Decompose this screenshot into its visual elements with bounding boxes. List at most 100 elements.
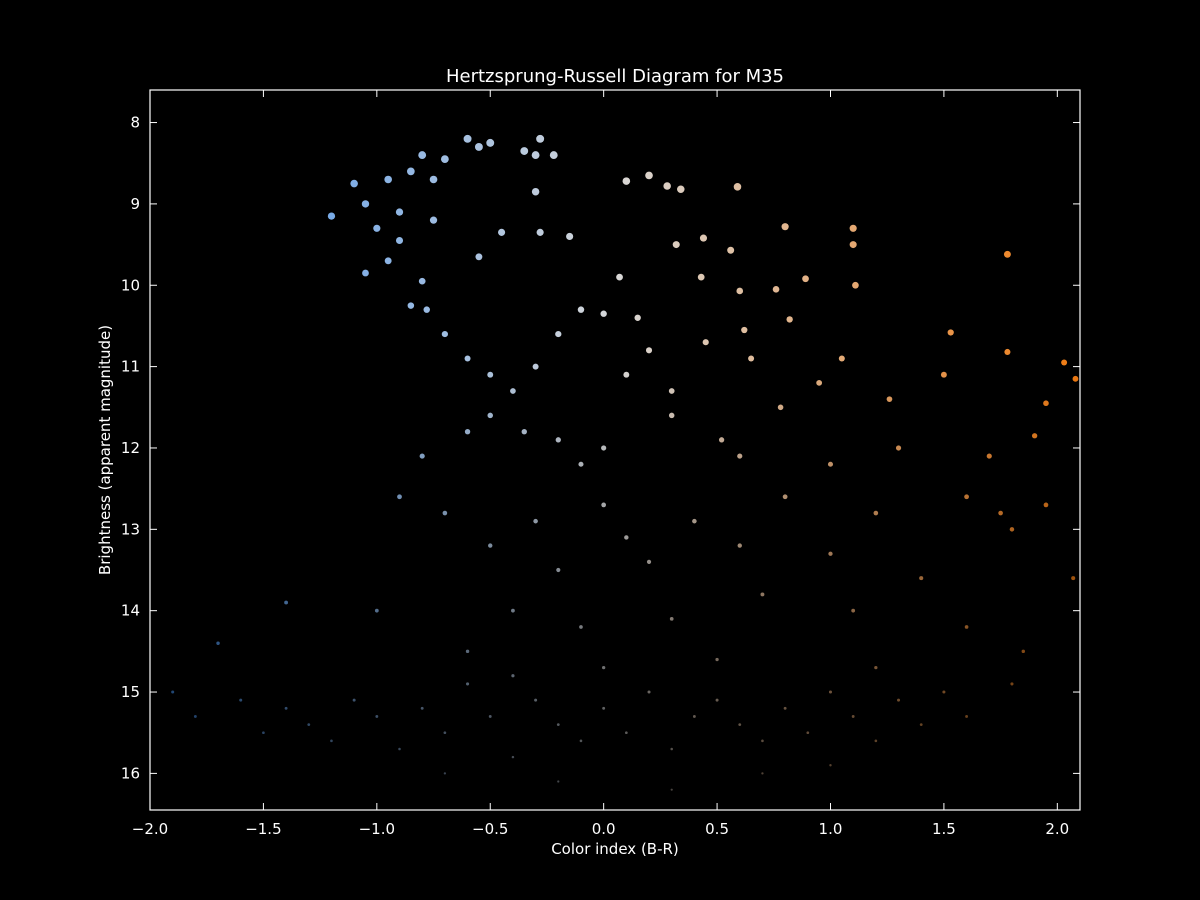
star-point: [423, 306, 430, 313]
star-point: [1010, 682, 1014, 686]
star-point: [947, 329, 954, 336]
star-point: [634, 314, 641, 321]
star-point: [534, 698, 538, 702]
plot-area: [171, 134, 1079, 791]
star-point: [429, 216, 438, 224]
star-point: [443, 772, 447, 775]
star-point: [738, 723, 742, 726]
star-point: [986, 453, 992, 459]
star-point: [284, 600, 289, 605]
star-point: [511, 674, 515, 678]
star-point: [600, 310, 607, 317]
star-point: [940, 371, 947, 378]
y-tick-label: 9: [130, 195, 140, 213]
y-tick-label: 14: [121, 602, 140, 620]
star-point: [645, 171, 653, 180]
star-point: [806, 731, 810, 735]
star-point: [802, 275, 809, 283]
star-point: [407, 167, 415, 176]
star-point: [464, 355, 471, 362]
star-point: [330, 739, 333, 743]
star-point: [556, 567, 561, 573]
star-point: [616, 273, 623, 281]
star-point: [373, 224, 381, 232]
y-axis-label: Brightness (apparent magnitude): [96, 325, 114, 575]
star-point: [555, 330, 562, 338]
star-point: [384, 257, 392, 265]
star-point: [171, 690, 175, 694]
star-point: [555, 437, 561, 443]
star-point: [602, 665, 606, 670]
star-point: [851, 608, 856, 613]
star-point: [736, 287, 744, 295]
star-point: [781, 223, 789, 231]
star-point: [897, 698, 901, 702]
star-point: [1043, 502, 1049, 508]
star-point: [579, 739, 583, 743]
star-point: [536, 134, 545, 143]
star-point: [851, 715, 855, 718]
star-point: [772, 286, 780, 293]
star-point: [520, 147, 529, 155]
star-point: [623, 371, 630, 378]
star-point: [549, 151, 558, 159]
star-point: [418, 277, 426, 285]
star-point: [511, 608, 515, 613]
star-point: [874, 665, 878, 670]
star-point: [645, 347, 653, 354]
star-point: [375, 715, 379, 718]
star-point: [874, 739, 878, 743]
star-point: [718, 437, 725, 443]
star-point: [624, 731, 628, 735]
star-point: [827, 461, 834, 467]
star-point: [531, 151, 540, 159]
star-point: [284, 706, 288, 710]
star-point: [1043, 400, 1049, 407]
star-point: [737, 453, 743, 459]
x-tick-label: 0.5: [705, 820, 729, 838]
star-point: [395, 236, 404, 245]
x-tick-label: −2.0: [132, 820, 168, 838]
star-point: [350, 179, 358, 188]
star-point: [419, 453, 425, 459]
star-point: [601, 445, 607, 451]
star-point: [622, 177, 631, 185]
star-point: [475, 253, 483, 261]
star-point: [601, 502, 607, 508]
star-point: [498, 228, 506, 236]
x-tick-label: −1.5: [245, 820, 281, 838]
star-point: [1071, 576, 1076, 581]
x-tick-label: 1.0: [819, 820, 843, 838]
star-point: [829, 764, 832, 767]
star-point: [760, 592, 765, 597]
y-tick-label: 11: [121, 358, 140, 376]
star-point: [578, 461, 584, 467]
star-point: [486, 138, 495, 147]
star-point: [670, 788, 673, 791]
star-point: [510, 388, 516, 394]
star-point: [692, 518, 697, 524]
star-point: [579, 625, 583, 629]
star-point: [361, 200, 370, 208]
star-point: [602, 706, 606, 710]
y-tick-label: 15: [121, 683, 140, 701]
star-point: [443, 731, 447, 735]
star-point: [556, 723, 560, 726]
star-point: [733, 183, 742, 191]
star-point: [1031, 433, 1038, 439]
star-point: [669, 616, 674, 621]
star-point: [998, 510, 1003, 516]
x-tick-label: −0.5: [472, 820, 508, 838]
star-point: [239, 698, 243, 702]
star-point: [895, 445, 902, 451]
star-point: [465, 649, 470, 654]
star-point: [1021, 649, 1025, 654]
star-point: [677, 185, 685, 194]
star-point: [816, 379, 823, 386]
y-tick-label: 10: [121, 276, 140, 294]
star-point: [441, 330, 448, 338]
star-point: [193, 715, 197, 718]
star-point: [828, 551, 833, 556]
